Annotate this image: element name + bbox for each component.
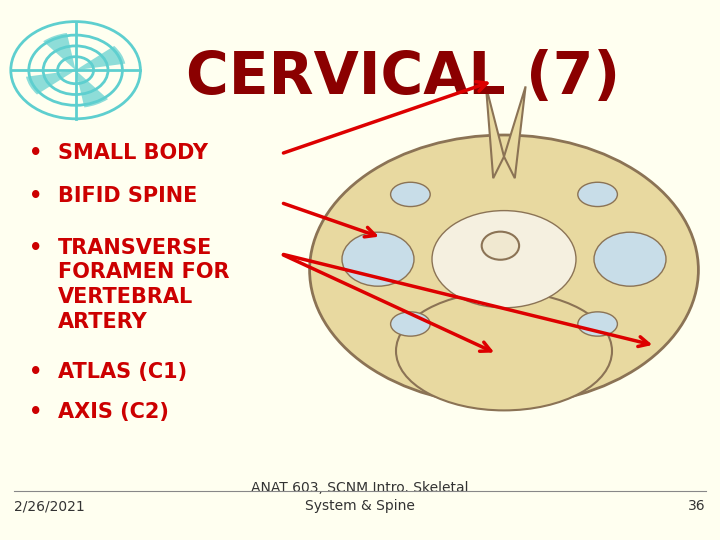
Text: •: • <box>29 238 42 258</box>
Wedge shape <box>76 46 125 70</box>
Ellipse shape <box>594 232 666 286</box>
Ellipse shape <box>390 312 431 336</box>
Ellipse shape <box>432 211 576 308</box>
Polygon shape <box>504 86 526 178</box>
Wedge shape <box>76 70 108 107</box>
Text: •: • <box>29 362 42 382</box>
Polygon shape <box>486 86 504 178</box>
Wedge shape <box>26 70 76 94</box>
Ellipse shape <box>390 183 431 206</box>
Text: BIFID SPINE: BIFID SPINE <box>58 186 197 206</box>
Ellipse shape <box>578 312 618 336</box>
Text: 2/26/2021: 2/26/2021 <box>14 499 85 513</box>
Ellipse shape <box>342 232 414 286</box>
Circle shape <box>482 232 519 260</box>
Ellipse shape <box>578 183 618 206</box>
Text: •: • <box>29 402 42 422</box>
Text: ANAT 603, SCNM Intro. Skeletal
System & Spine: ANAT 603, SCNM Intro. Skeletal System & … <box>251 481 469 513</box>
Text: •: • <box>29 186 42 206</box>
Text: CERVICAL (7): CERVICAL (7) <box>186 49 620 106</box>
Text: AXIS (C2): AXIS (C2) <box>58 402 168 422</box>
Ellipse shape <box>396 292 612 410</box>
Text: 36: 36 <box>688 499 706 513</box>
Ellipse shape <box>310 135 698 405</box>
Text: ATLAS (C1): ATLAS (C1) <box>58 362 186 382</box>
Wedge shape <box>43 33 76 70</box>
Text: •: • <box>29 143 42 163</box>
Text: SMALL BODY: SMALL BODY <box>58 143 207 163</box>
Text: TRANSVERSE
FORAMEN FOR
VERTEBRAL
ARTERY: TRANSVERSE FORAMEN FOR VERTEBRAL ARTERY <box>58 238 229 332</box>
